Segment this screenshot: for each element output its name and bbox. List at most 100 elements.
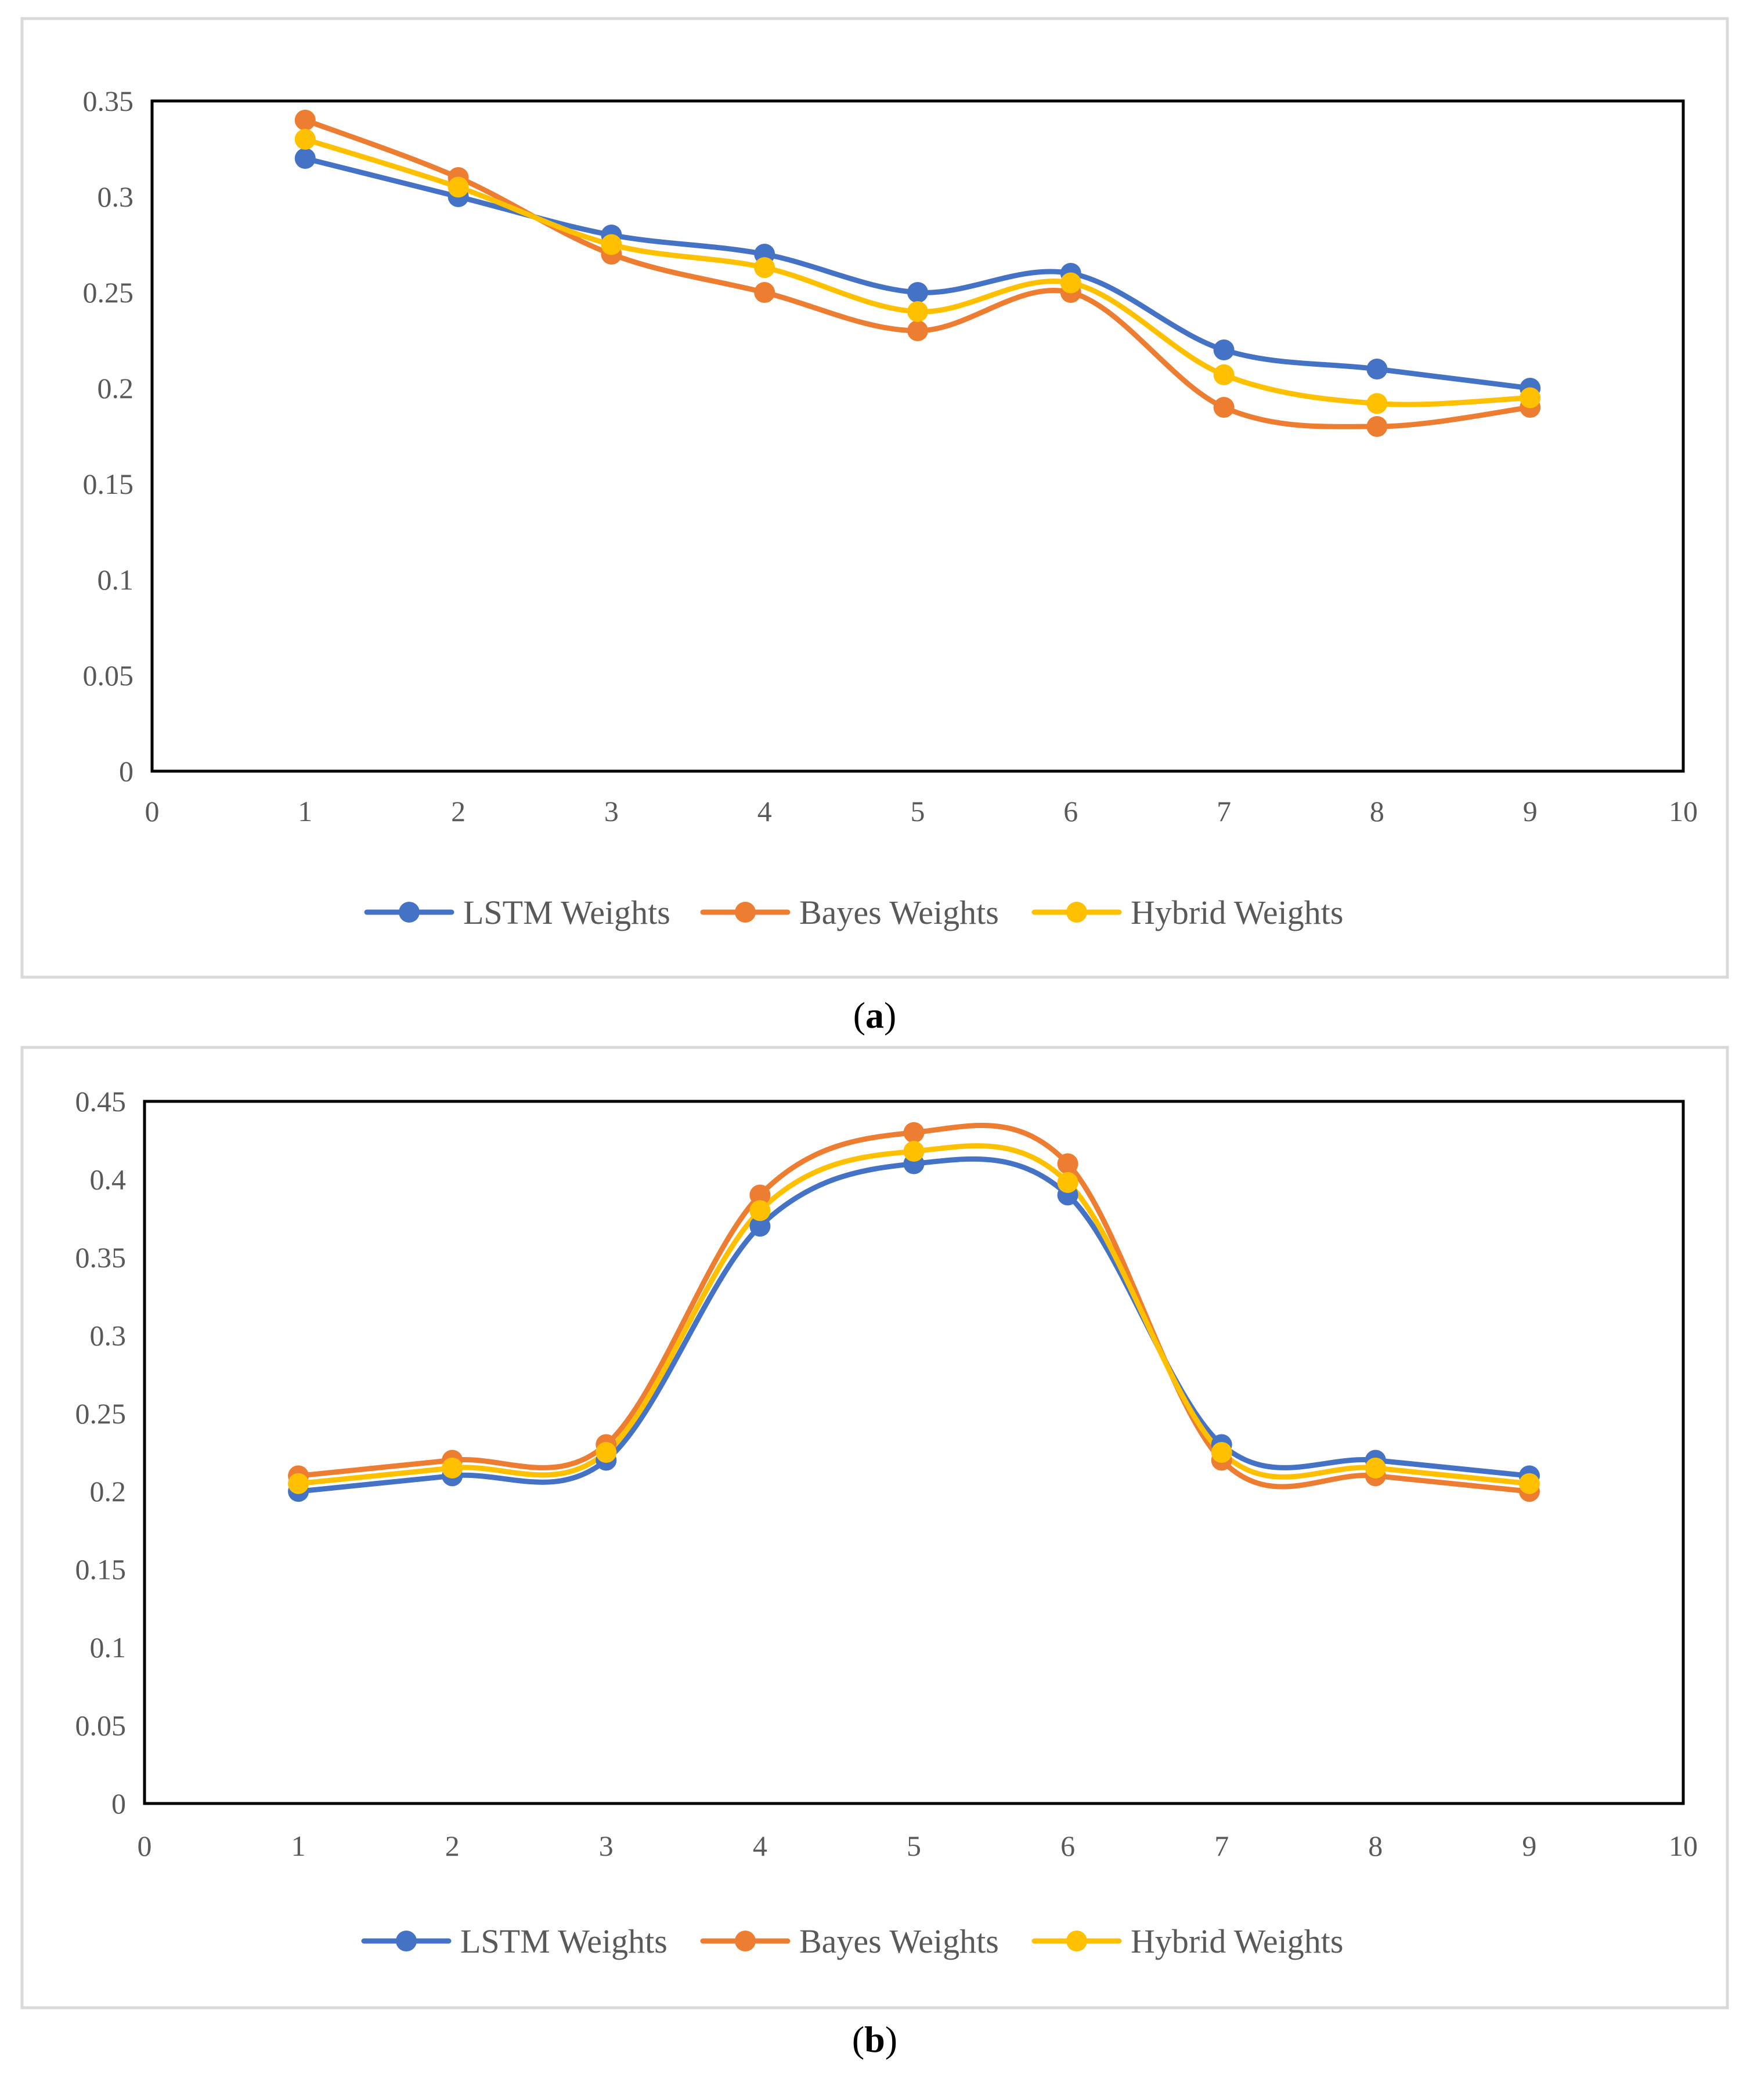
y-tick-label: 0.15 xyxy=(75,1553,127,1586)
data-point-hybrid xyxy=(1365,1457,1386,1479)
caption-open-paren: ( xyxy=(853,995,865,1036)
x-tick-label: 6 xyxy=(1063,795,1078,827)
data-point-hybrid xyxy=(903,1141,925,1162)
panel-caption-a: (a) xyxy=(853,995,897,1036)
x-tick-label: 10 xyxy=(1669,1830,1698,1862)
caption-close-paren: ) xyxy=(884,995,896,1036)
chart-panel-b: 0 0.05 0.1 0.15 0.2 0.25 0.3 0.35 0.4 0.45 0 1 2 3 4 5 6… xyxy=(20,1046,1729,2009)
caption-letter: a xyxy=(865,995,884,1036)
data-point-bayes xyxy=(1057,1153,1078,1174)
data-point-hybrid xyxy=(1060,272,1081,294)
y-tick-label: 0.2 xyxy=(98,372,134,404)
x-tick-label: 7 xyxy=(1214,1830,1229,1862)
legend-marker-lstm xyxy=(399,902,420,923)
y-tick-label: 0.1 xyxy=(90,1631,127,1664)
x-tick-label: 5 xyxy=(907,1830,921,1862)
x-tick-label: 9 xyxy=(1523,795,1538,827)
y-tick-label: 0.15 xyxy=(83,468,134,500)
data-point-lstm xyxy=(907,282,928,303)
x-tick-label: 6 xyxy=(1060,1830,1075,1862)
data-point-lstm xyxy=(1366,359,1388,379)
legend-marker-bayes xyxy=(735,902,756,923)
x-tick-label: 2 xyxy=(445,1830,460,1862)
x-tick-label: 1 xyxy=(291,1830,306,1862)
legend-label-bayes: Bayes Weights xyxy=(799,894,999,931)
y-tick-label: 0.35 xyxy=(83,85,134,117)
y-tick-label: 0.3 xyxy=(90,1319,127,1351)
data-point-bayes xyxy=(754,282,775,303)
data-point-bayes xyxy=(294,110,316,131)
y-tick-label: 0.45 xyxy=(75,1085,127,1118)
data-point-hybrid xyxy=(448,176,469,198)
data-point-bayes xyxy=(907,320,928,341)
y-tick-label: 0.4 xyxy=(90,1163,127,1195)
data-point-hybrid xyxy=(749,1200,771,1221)
y-tick-label: 0.25 xyxy=(75,1397,127,1430)
y-tick-label: 0.05 xyxy=(75,1709,127,1742)
panel-frame xyxy=(20,1046,1729,2009)
legend: LSTM Weights Bayes Weights Hybrid Weights xyxy=(361,1922,1343,1960)
y-tick-label: 0.2 xyxy=(90,1475,127,1508)
x-tick-label: 2 xyxy=(451,795,466,827)
x-tick-label: 0 xyxy=(145,795,160,827)
x-tick-label: 4 xyxy=(753,1830,767,1862)
y-tick-label: 0.25 xyxy=(83,276,134,309)
data-point-hybrid xyxy=(294,129,316,150)
y-tick-label: 0 xyxy=(119,755,133,787)
x-tick-label: 8 xyxy=(1368,1830,1383,1862)
data-point-hybrid xyxy=(601,234,622,255)
x-tick-label: 1 xyxy=(298,795,312,827)
x-tick-label: 4 xyxy=(757,795,772,827)
data-point-hybrid xyxy=(1213,364,1235,385)
caption-letter: b xyxy=(864,2019,885,2060)
panel-caption-b: (b) xyxy=(852,2019,897,2060)
y-tick-label: 0.3 xyxy=(98,180,134,213)
data-point-bayes xyxy=(1213,397,1235,418)
legend-label-hybrid: Hybrid Weights xyxy=(1131,1922,1343,1960)
legend-marker-bayes xyxy=(735,1931,756,1951)
y-tick-label: 0 xyxy=(111,1787,126,1820)
caption-open-paren: ( xyxy=(852,2019,864,2060)
legend-label-lstm: LSTM Weights xyxy=(463,894,670,931)
legend-label-lstm: LSTM Weights xyxy=(460,1922,667,1960)
x-tick-label: 5 xyxy=(911,795,925,827)
x-tick-label: 7 xyxy=(1217,795,1231,827)
data-point-hybrid xyxy=(907,301,928,322)
x-tick-label: 8 xyxy=(1370,795,1384,827)
legend-marker-hybrid xyxy=(1066,902,1087,923)
x-tick-label: 0 xyxy=(138,1830,152,1862)
caption-close-paren: ) xyxy=(885,2019,897,2060)
legend-marker-hybrid xyxy=(1066,1931,1087,1951)
data-point-hybrid xyxy=(1057,1172,1078,1193)
data-point-lstm xyxy=(749,1216,771,1237)
data-point-hybrid xyxy=(754,257,775,279)
data-point-lstm xyxy=(1213,339,1235,360)
x-tick-label: 3 xyxy=(604,795,619,827)
chart-panel-a: 0 0.05 0.1 0.15 0.2 0.25 0.3 0.35 0 1 2 3 4 5 6 7 8 9 10 LS… xyxy=(20,17,1729,979)
x-tick-label: 9 xyxy=(1522,1830,1536,1862)
legend-label-hybrid: Hybrid Weights xyxy=(1131,894,1343,931)
panel-frame xyxy=(20,17,1729,979)
legend-label-bayes: Bayes Weights xyxy=(799,1922,999,1960)
data-point-hybrid xyxy=(1520,387,1541,409)
y-tick-label: 0.1 xyxy=(98,563,134,596)
data-point-hybrid xyxy=(1518,1473,1540,1494)
plot-area-frame xyxy=(143,1100,1685,1805)
data-point-bayes xyxy=(903,1122,925,1143)
data-point-hybrid xyxy=(288,1473,309,1494)
x-tick-label: 10 xyxy=(1669,795,1698,827)
data-point-hybrid xyxy=(442,1457,463,1479)
legend: LSTM Weights Bayes Weights Hybrid Weights xyxy=(364,894,1343,931)
plot-area-frame xyxy=(150,99,1685,773)
data-point-lstm xyxy=(294,148,316,169)
y-tick-label: 0.05 xyxy=(83,659,134,692)
y-tick-label: 0.35 xyxy=(75,1241,127,1274)
data-point-bayes xyxy=(1366,416,1388,437)
data-point-hybrid xyxy=(596,1442,617,1463)
x-tick-label: 3 xyxy=(599,1830,614,1862)
data-point-hybrid xyxy=(1366,393,1388,414)
data-point-hybrid xyxy=(1211,1442,1232,1463)
legend-marker-lstm xyxy=(396,1931,417,1951)
data-point-bayes xyxy=(749,1184,771,1206)
